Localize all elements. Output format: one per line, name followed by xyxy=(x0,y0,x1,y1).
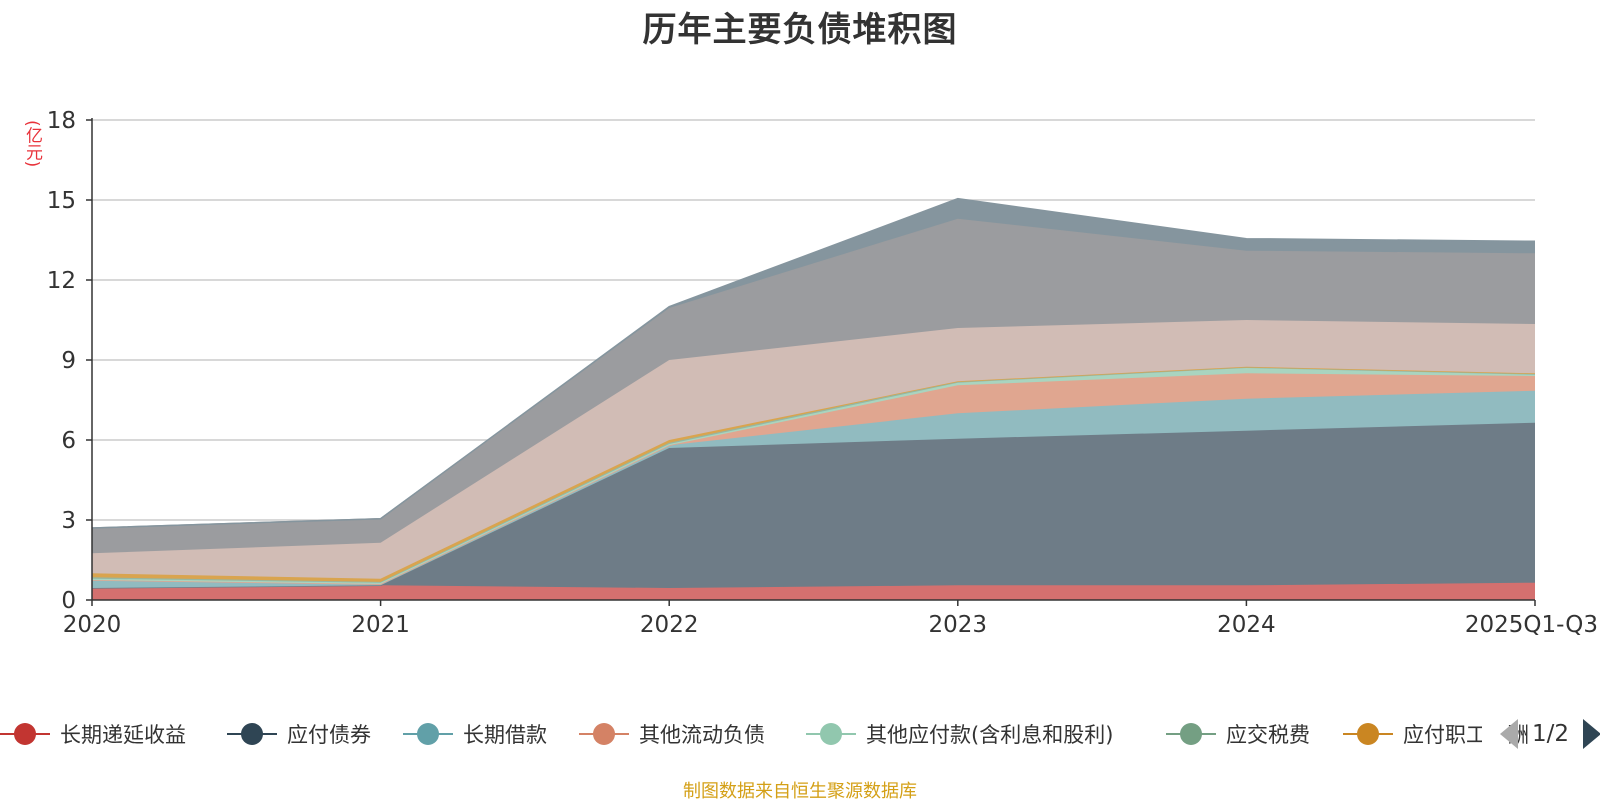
data-source-note: 制图数据来自恒生聚源数据库 xyxy=(683,781,917,802)
y-tick-label-4: 12 xyxy=(47,268,76,294)
legend-marker-icon xyxy=(1166,723,1216,745)
area-1 xyxy=(92,422,1535,588)
y-tick-label-1: 3 xyxy=(61,508,76,534)
legend: 长期递延收益 应付债券 长期借款 其他流动负债 其他应付款(含利息和股利) 应交税费 应付职… xyxy=(0,714,1600,754)
area-7 xyxy=(92,320,1535,579)
legend-page-indicator: 1/2 xyxy=(1532,721,1570,747)
x-tick-label-3: 2023 xyxy=(929,612,988,638)
legend-marker-dot xyxy=(14,723,36,745)
legend-label: 应付债券 xyxy=(287,723,371,747)
legend-marker-dot xyxy=(417,723,439,745)
legend-marker-icon xyxy=(0,723,50,745)
x-tick-label-1: 2021 xyxy=(351,612,410,638)
legend-label: 其他流动负债 xyxy=(639,723,765,747)
y-tick-label-5: 15 xyxy=(47,188,76,214)
legend-marker-icon xyxy=(227,723,277,745)
legend-marker-dot xyxy=(241,723,263,745)
x-tick-label-0: 2020 xyxy=(63,612,122,638)
y-tick-label-2: 6 xyxy=(61,428,76,454)
x-tick-label-5: 2025Q1-Q3 xyxy=(1465,612,1598,638)
area-2 xyxy=(92,390,1535,588)
area-0 xyxy=(92,582,1535,600)
legend-label: 长期递延收益 xyxy=(60,723,186,747)
legend-marker-dot xyxy=(593,723,615,745)
legend-item-3[interactable]: 其他流动负债 xyxy=(579,714,765,754)
y-tick-label-6: 18 xyxy=(47,108,76,134)
legend-item-5[interactable]: 应交税费 xyxy=(1166,714,1310,754)
legend-marker-icon xyxy=(403,723,453,745)
y-axis-unit: (亿元) xyxy=(22,120,42,168)
y-tick-label-0: 0 xyxy=(61,588,76,614)
legend-label: 长期借款 xyxy=(463,723,547,747)
legend-marker-icon xyxy=(1343,723,1393,745)
x-tick-labels: 2020 2021 2022 2023 2024 2025Q1-Q3 xyxy=(63,600,1598,638)
y-tick-labels: 0 3 6 9 12 15 18 xyxy=(47,108,92,614)
legend-item-4[interactable]: 其他应付款(含利息和股利) xyxy=(806,714,1113,754)
x-tick-label-2: 2022 xyxy=(640,612,699,638)
legend-marker-dot xyxy=(1357,723,1379,745)
chart-title: 历年主要负债堆积图 xyxy=(642,10,958,50)
legend-item-2[interactable]: 长期借款 xyxy=(403,714,547,754)
legend-prev-page-icon[interactable] xyxy=(1500,719,1518,749)
area-line-9 xyxy=(91,197,1536,529)
legend-item-0[interactable]: 长期递延收益 xyxy=(0,714,186,754)
legend-marker-dot xyxy=(820,723,842,745)
legend-marker-icon xyxy=(806,723,856,745)
area-8 xyxy=(92,218,1535,554)
x-tick-label-4: 2024 xyxy=(1217,612,1276,638)
legend-pager: 1/2 xyxy=(1500,714,1600,754)
y-tick-label-3: 9 xyxy=(61,348,76,374)
legend-marker-icon xyxy=(579,723,629,745)
legend-label: 其他应付款(含利息和股利) xyxy=(866,723,1114,747)
legend-next-page-icon[interactable] xyxy=(1583,719,1600,749)
legend-item-1[interactable]: 应付债券 xyxy=(227,714,371,754)
legend-label: 应交税费 xyxy=(1226,723,1310,747)
area-series xyxy=(91,197,1536,600)
legend-marker-dot xyxy=(1180,723,1202,745)
